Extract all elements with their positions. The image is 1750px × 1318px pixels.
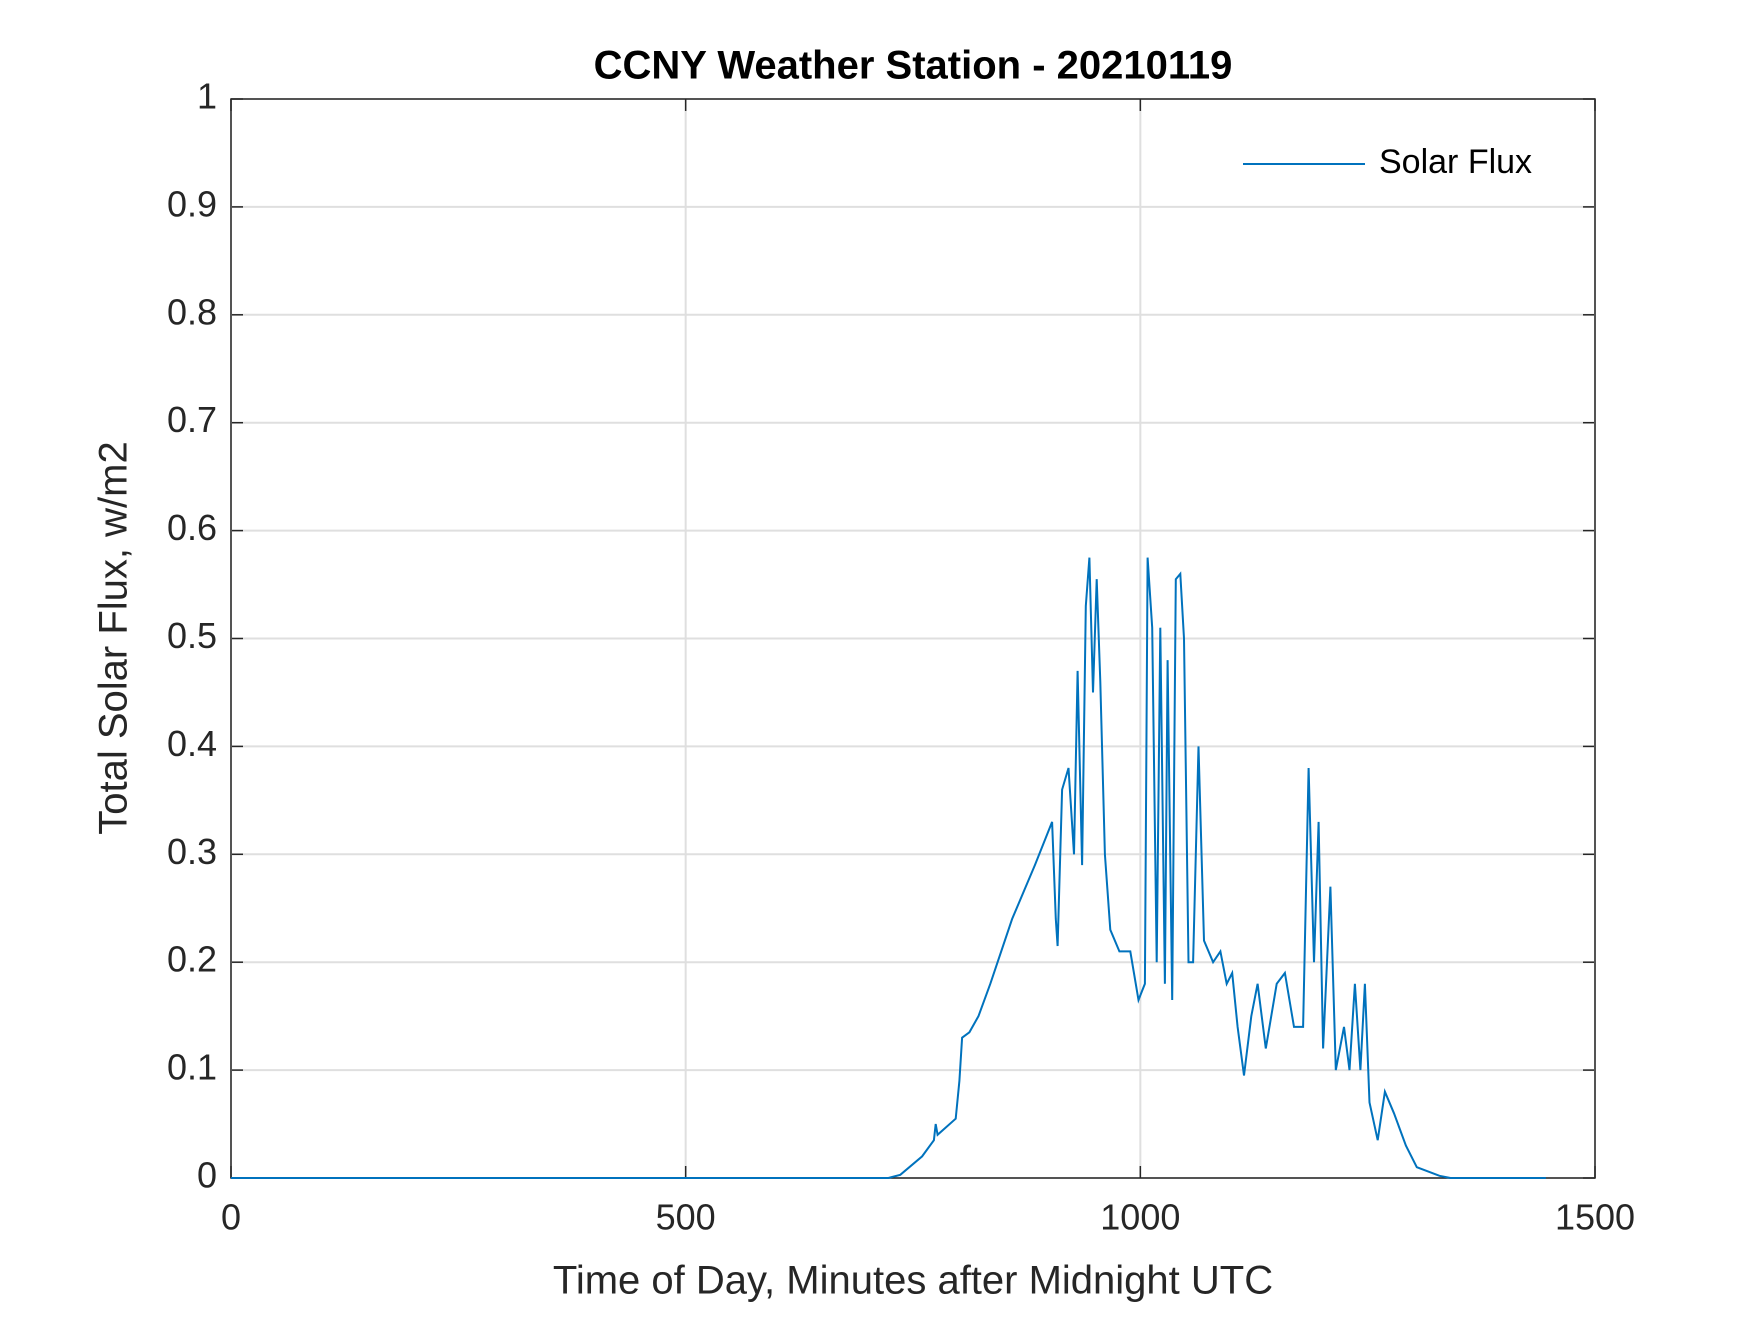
y-tick-label: 0.4	[167, 723, 217, 764]
x-tick-label: 1000	[1100, 1197, 1180, 1238]
y-tick-label: 0.8	[167, 291, 217, 332]
y-axis-label: Total Solar Flux, w/m2	[92, 441, 136, 834]
y-tick-label: 0.7	[167, 399, 217, 440]
y-tick-label: 0	[197, 1155, 217, 1196]
y-tick-label: 0.3	[167, 831, 217, 872]
data-line	[231, 557, 1546, 1179]
x-tick-label: 500	[656, 1197, 716, 1238]
legend-label: Solar Flux	[1379, 143, 1532, 181]
y-tick-label: 0.5	[167, 615, 217, 656]
y-tick-label: 0.9	[167, 183, 217, 224]
chart-title: CCNY Weather Station - 20210119	[594, 44, 1233, 88]
x-tick-label: 0	[221, 1197, 241, 1238]
plot-frame	[230, 98, 1596, 1179]
y-tick-label: 0.2	[167, 939, 217, 980]
x-axis-label: Time of Day, Minutes after Midnight UTC	[553, 1259, 1273, 1303]
x-tick-label: 1500	[1555, 1197, 1635, 1238]
y-tick-label: 0.1	[167, 1047, 217, 1088]
y-tick-label: 0.6	[167, 507, 217, 548]
y-tick-label: 1	[197, 76, 217, 117]
